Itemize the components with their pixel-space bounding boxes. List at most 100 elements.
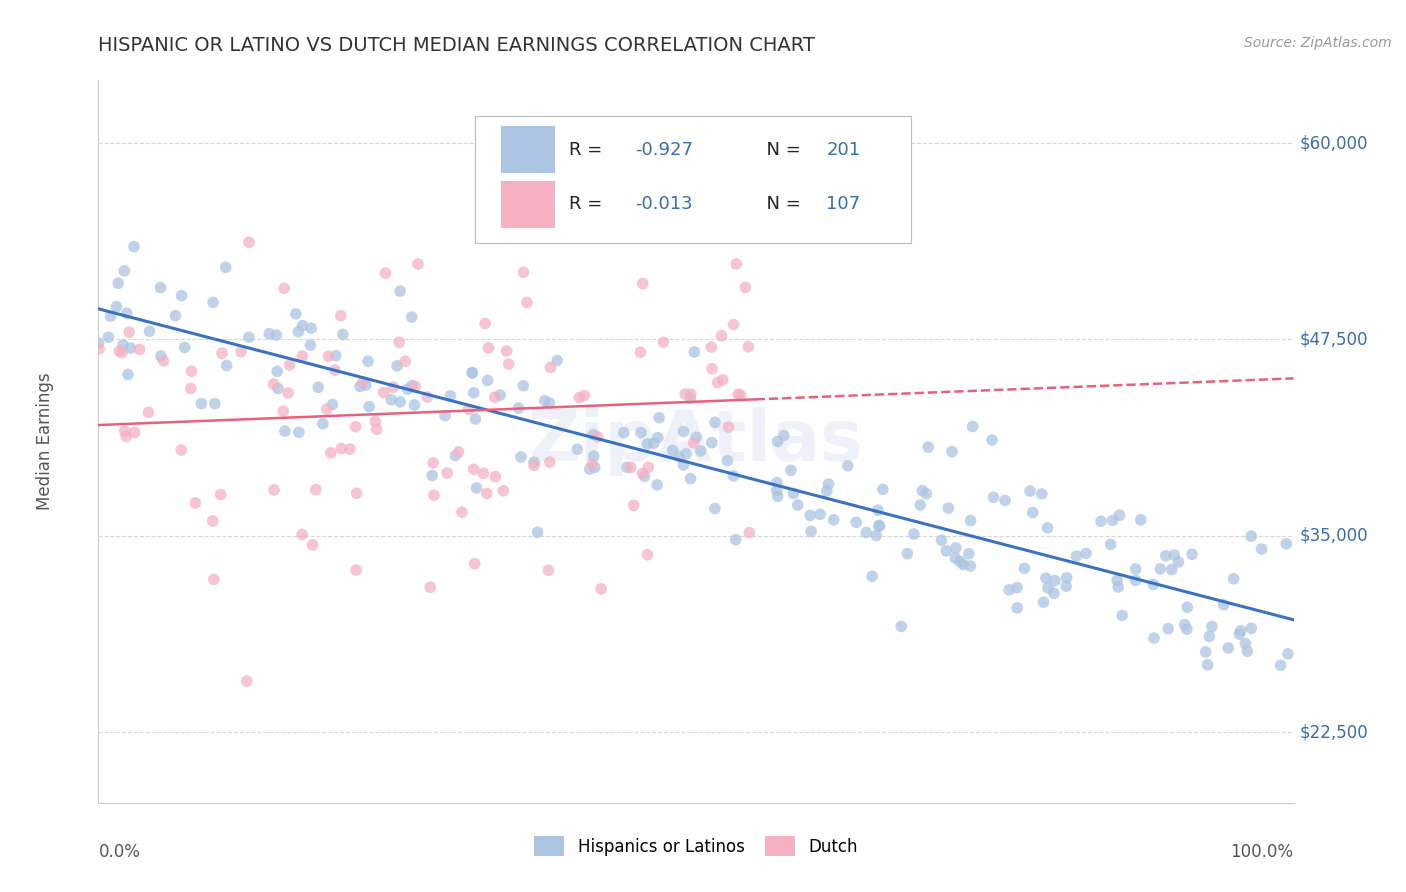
Point <box>711 373 734 387</box>
Point <box>366 422 388 436</box>
Point <box>388 335 411 350</box>
Point <box>422 456 444 470</box>
Point <box>359 400 381 414</box>
Text: ZipAtlas: ZipAtlas <box>529 407 863 476</box>
Point <box>423 488 446 502</box>
Point <box>723 468 745 483</box>
Point <box>1005 600 1028 615</box>
Point <box>908 498 931 512</box>
Point <box>329 309 352 323</box>
Point <box>1035 571 1057 585</box>
Point <box>935 544 957 558</box>
Point <box>1240 529 1263 543</box>
Point <box>349 379 371 393</box>
Point <box>278 358 301 372</box>
Point <box>1032 595 1054 609</box>
Point <box>643 436 665 450</box>
Point <box>994 493 1017 508</box>
Text: HISPANIC OR LATINO VS DUTCH MEDIAN EARNINGS CORRELATION CHART: HISPANIC OR LATINO VS DUTCH MEDIAN EARNI… <box>98 36 815 54</box>
Point <box>128 343 150 357</box>
Point <box>325 349 347 363</box>
Point <box>1066 549 1088 563</box>
Point <box>865 528 887 542</box>
Point <box>1163 548 1185 562</box>
Point <box>112 264 135 278</box>
Point <box>1056 571 1078 585</box>
Text: 107: 107 <box>827 195 860 213</box>
Point <box>1174 617 1197 632</box>
Point <box>683 345 706 359</box>
Text: 0.0%: 0.0% <box>98 843 141 861</box>
Point <box>725 257 748 271</box>
Point <box>896 547 918 561</box>
Point <box>389 284 412 298</box>
Point <box>180 381 202 395</box>
Point <box>463 462 485 476</box>
Point <box>498 357 520 371</box>
Point <box>546 353 568 368</box>
Point <box>766 475 789 490</box>
Point <box>447 445 470 459</box>
Point <box>89 342 111 356</box>
Point <box>1175 600 1198 615</box>
Point <box>346 486 368 500</box>
Point <box>620 460 643 475</box>
Point <box>917 440 939 454</box>
Point <box>616 460 638 475</box>
Point <box>1019 484 1042 499</box>
Point <box>419 580 441 594</box>
Point <box>312 417 335 431</box>
Point <box>291 318 314 333</box>
Point <box>416 390 439 404</box>
Point <box>266 328 288 343</box>
Point <box>277 386 299 401</box>
Point <box>1005 581 1028 595</box>
Point <box>1218 641 1240 656</box>
Point <box>689 444 711 458</box>
Point <box>122 240 145 254</box>
Point <box>915 487 938 501</box>
Point <box>291 349 314 363</box>
Point <box>259 326 281 341</box>
Point <box>1270 658 1292 673</box>
Point <box>465 481 488 495</box>
Point <box>860 569 883 583</box>
Point <box>323 363 346 377</box>
Point <box>170 442 193 457</box>
Point <box>114 424 136 438</box>
Point <box>202 295 225 310</box>
Point <box>1234 637 1257 651</box>
Point <box>406 257 429 271</box>
Point <box>477 373 499 387</box>
Point <box>581 457 603 471</box>
Point <box>124 425 146 440</box>
Point <box>464 412 486 426</box>
Point <box>981 433 1004 447</box>
Point <box>404 398 426 412</box>
Point <box>685 430 707 444</box>
Point <box>118 325 141 339</box>
Point <box>1043 586 1066 600</box>
Point <box>385 359 408 373</box>
Point <box>111 346 134 360</box>
Point <box>510 450 533 464</box>
Point <box>273 404 295 418</box>
Point <box>436 466 458 480</box>
FancyBboxPatch shape <box>475 117 911 243</box>
Point <box>475 486 498 500</box>
Point <box>373 385 395 400</box>
Point <box>1154 549 1177 563</box>
Point <box>100 309 122 323</box>
Point <box>868 518 890 533</box>
Point <box>1275 537 1298 551</box>
Point <box>668 450 690 464</box>
Point <box>339 442 361 456</box>
Point <box>706 376 728 390</box>
Point <box>817 477 839 491</box>
Point <box>869 519 891 533</box>
Text: Median Earnings: Median Earnings <box>35 373 53 510</box>
Point <box>952 558 974 572</box>
Point <box>202 573 225 587</box>
Point <box>568 391 591 405</box>
Point <box>332 327 354 342</box>
